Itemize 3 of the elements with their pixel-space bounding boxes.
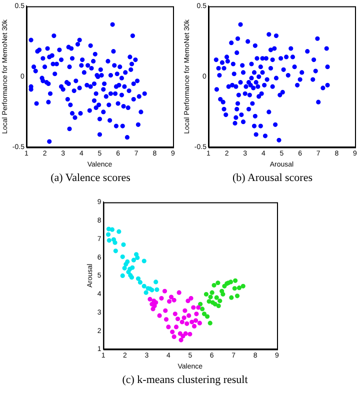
text: (c) k-means clustering result — [121, 374, 249, 386]
text: (a) Valence scores — [50, 172, 132, 184]
text: (b) Arousal scores — [231, 172, 314, 184]
